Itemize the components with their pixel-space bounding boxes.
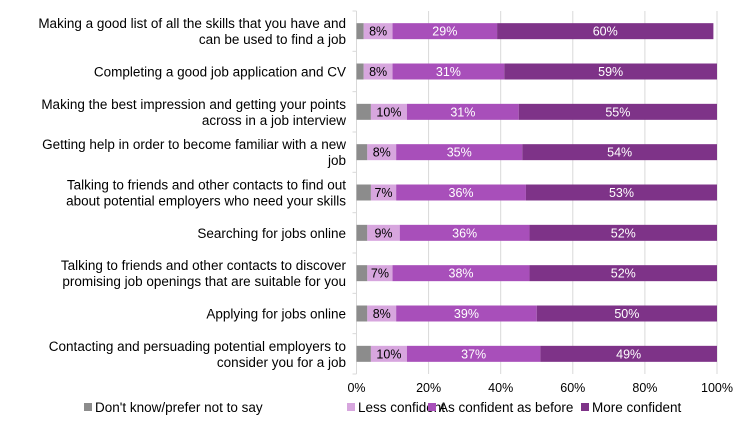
data-label: 36% bbox=[452, 226, 477, 240]
legend-label: Less confident bbox=[358, 400, 445, 415]
bar-segment bbox=[392, 63, 505, 80]
bar-segment bbox=[363, 23, 393, 40]
legend-label: More confident bbox=[592, 400, 682, 415]
bar-segment bbox=[356, 63, 364, 80]
x-tick-label: 60% bbox=[560, 381, 585, 395]
bar-segment bbox=[367, 305, 397, 322]
data-label: 39% bbox=[454, 307, 479, 321]
category-label: across in a job interview bbox=[202, 113, 346, 128]
data-label: 38% bbox=[449, 267, 474, 281]
category-label: promising job openings that are suitable… bbox=[62, 274, 346, 289]
data-label: 49% bbox=[616, 347, 641, 361]
legend-swatch bbox=[84, 403, 92, 411]
bar-segment bbox=[356, 103, 371, 120]
bar-segment bbox=[540, 345, 717, 362]
data-label: 59% bbox=[598, 65, 623, 79]
legend-label: As confident as before bbox=[439, 400, 573, 415]
data-label: 53% bbox=[609, 186, 634, 200]
category-label: Contacting and persuading potential empl… bbox=[49, 339, 346, 354]
data-label: 31% bbox=[450, 105, 475, 119]
bar-segment bbox=[396, 184, 526, 201]
data-label: 10% bbox=[376, 105, 401, 119]
data-label: 60% bbox=[593, 25, 618, 39]
bar-segment bbox=[367, 144, 397, 161]
bar-segment bbox=[497, 23, 714, 40]
data-label: 36% bbox=[449, 186, 474, 200]
x-tick-label: 20% bbox=[416, 381, 441, 395]
x-tick-label: 40% bbox=[488, 381, 513, 395]
data-label: 8% bbox=[369, 25, 387, 39]
category-label: Talking to friends and other contacts to… bbox=[61, 258, 347, 273]
data-label: 37% bbox=[461, 347, 486, 361]
data-label: 52% bbox=[611, 226, 636, 240]
category-label: consider you for a job bbox=[217, 355, 346, 370]
category-label: Getting help in order to become familiar… bbox=[42, 137, 346, 152]
bar-segment bbox=[356, 345, 371, 362]
data-label: 55% bbox=[605, 105, 630, 119]
data-label: 7% bbox=[371, 267, 389, 281]
legend-swatch bbox=[581, 403, 589, 411]
bar-segment bbox=[356, 23, 364, 40]
category-label: Making a good list of all the skills tha… bbox=[38, 16, 346, 31]
data-label: 50% bbox=[614, 307, 639, 321]
bar-segment bbox=[356, 144, 368, 161]
x-tick-label: 80% bbox=[632, 381, 657, 395]
data-label: 10% bbox=[376, 347, 401, 361]
bar-segment bbox=[370, 345, 407, 362]
data-label: 9% bbox=[374, 226, 392, 240]
bar-segment bbox=[529, 224, 717, 241]
data-label: 8% bbox=[369, 65, 387, 79]
bar-segment bbox=[536, 305, 717, 322]
category-label: Completing a good job application and CV bbox=[94, 65, 346, 80]
data-label: 52% bbox=[611, 267, 636, 281]
data-label: 8% bbox=[373, 307, 391, 321]
bar-segment bbox=[356, 184, 371, 201]
bar-segment bbox=[367, 224, 400, 241]
bar-segment bbox=[363, 63, 393, 80]
legend-swatch bbox=[347, 403, 355, 411]
bar-segment bbox=[518, 103, 717, 120]
legend-swatch bbox=[428, 403, 436, 411]
bar-segment bbox=[525, 184, 717, 201]
bar-segment bbox=[356, 265, 368, 282]
bar-segment bbox=[396, 305, 537, 322]
x-tick-label: 100% bbox=[701, 381, 733, 395]
bar-segment bbox=[529, 265, 717, 282]
data-label: 54% bbox=[607, 146, 632, 160]
category-label: Talking to friends and other contacts to… bbox=[67, 178, 346, 193]
bar-segment bbox=[370, 184, 397, 201]
data-label: 7% bbox=[374, 186, 392, 200]
data-label: 31% bbox=[436, 65, 461, 79]
category-label: Applying for jobs online bbox=[206, 307, 346, 322]
category-label: job bbox=[327, 153, 346, 168]
bar-segment bbox=[370, 103, 407, 120]
bar-segment bbox=[406, 345, 541, 362]
bar-segment bbox=[522, 144, 717, 161]
bar-segment bbox=[356, 305, 368, 322]
category-label: about potential employers who need your … bbox=[66, 194, 346, 209]
x-tick-label: 0% bbox=[347, 381, 365, 395]
bar-segment bbox=[399, 224, 530, 241]
data-label: 29% bbox=[432, 25, 457, 39]
bar-segment bbox=[396, 144, 523, 161]
bar-segment bbox=[504, 63, 717, 80]
bar-segment bbox=[367, 265, 393, 282]
data-label: 35% bbox=[447, 146, 472, 160]
bar-segment bbox=[392, 23, 498, 40]
category-label: can be used to find a job bbox=[199, 32, 346, 47]
category-label: Making the best impression and getting y… bbox=[41, 97, 346, 112]
legend-label: Don't know/prefer not to say bbox=[95, 400, 263, 415]
category-label: Searching for jobs online bbox=[197, 226, 346, 241]
bar-segment bbox=[392, 265, 530, 282]
data-label: 8% bbox=[373, 146, 391, 160]
bar-segment bbox=[356, 224, 368, 241]
bar-segment bbox=[406, 103, 519, 120]
